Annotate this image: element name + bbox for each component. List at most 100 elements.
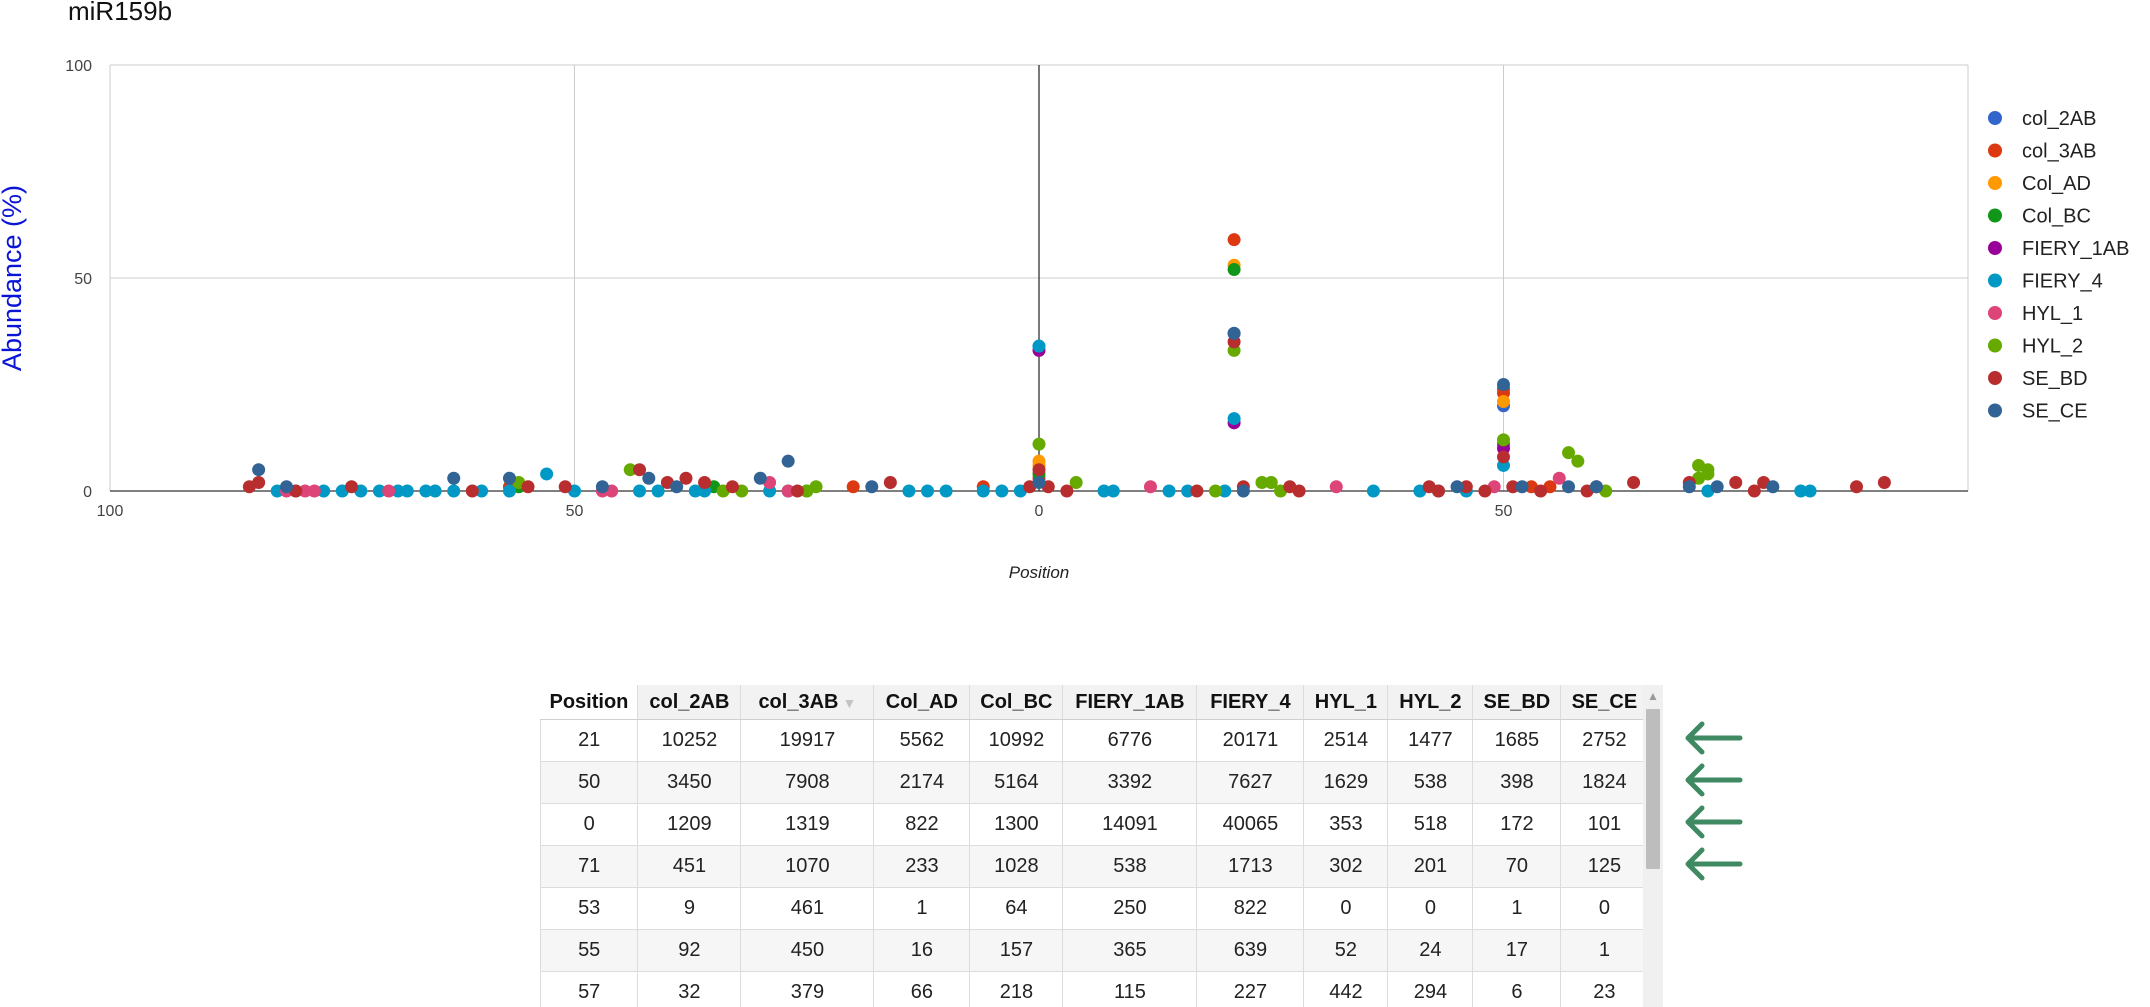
data-point-FIERY_4 xyxy=(1366,484,1380,498)
column-header-HYL_2[interactable]: HYL_2 xyxy=(1387,685,1474,720)
scrollbar-thumb[interactable] xyxy=(1646,709,1660,869)
column-header-FIERY_1AB[interactable]: FIERY_1AB xyxy=(1062,685,1198,720)
data-point-SE_BD xyxy=(1292,484,1306,498)
table-cell-Col_BC: 10992 xyxy=(969,719,1064,762)
column-header-HYL_1[interactable]: HYL_1 xyxy=(1303,685,1389,720)
table-cell-col_2AB: 3450 xyxy=(637,761,742,804)
data-point-SE_BD xyxy=(883,475,897,489)
data-point-FIERY_4 xyxy=(400,484,414,498)
data-point-HYL_2 xyxy=(1701,467,1715,481)
table-cell-Col_AD: 66 xyxy=(873,971,971,1007)
data-point-SE_CE xyxy=(1515,480,1529,494)
data-point-FIERY_4 xyxy=(939,484,953,498)
table-cell-SE_BD: 6 xyxy=(1472,971,1562,1007)
table-scrollbar[interactable]: ▲ xyxy=(1643,685,1663,1007)
column-header-FIERY_4[interactable]: FIERY_4 xyxy=(1196,685,1305,720)
column-header-SE_BD[interactable]: SE_BD xyxy=(1472,685,1562,720)
table-cell-FIERY_4: 639 xyxy=(1196,929,1305,972)
table-cell-col_3AB: 379 xyxy=(740,971,875,1007)
table-cell-col_2AB: 451 xyxy=(637,845,742,888)
table-cell-FIERY_1AB: 14091 xyxy=(1062,803,1198,846)
x-axis-label: Position xyxy=(1009,563,1069,582)
legend-label-SE_BD: SE_BD xyxy=(2022,368,2088,390)
table-cell-SE_BD: 172 xyxy=(1472,803,1562,846)
table-cell-col_2AB: 92 xyxy=(637,929,742,972)
data-point-FIERY_4 xyxy=(372,484,386,498)
column-header-label: HYL_2 xyxy=(1399,690,1462,713)
data-point-SE_BD xyxy=(521,480,535,494)
table-cell-FIERY_4: 40065 xyxy=(1196,803,1305,846)
legend-marker-col_3AB xyxy=(1988,143,2002,158)
table-cell-Col_BC: 157 xyxy=(969,929,1064,972)
legend-marker-FIERY_4 xyxy=(1988,273,2002,288)
data-point-SE_CE xyxy=(753,471,767,485)
data-point-SE_CE xyxy=(502,471,516,485)
data-point-HYL_2 xyxy=(1497,433,1510,447)
legend-label-SE_CE: SE_CE xyxy=(2022,401,2088,423)
data-point-SE_CE xyxy=(1766,480,1780,494)
table-row[interactable]: 55 92 450 16 157 365 639 52 24 17 1 xyxy=(540,929,1649,972)
column-header-SE_CE[interactable]: SE_CE xyxy=(1560,685,1649,720)
data-point-SE_CE xyxy=(447,471,461,485)
data-point-SE_BD xyxy=(725,480,739,494)
column-header-Col_AD[interactable]: Col_AD xyxy=(873,685,971,720)
table-cell-HYL_2: 1477 xyxy=(1387,719,1474,762)
table-cell-col_2AB: 9 xyxy=(637,887,742,930)
table-cell-SE_BD: 1685 xyxy=(1472,719,1562,762)
data-point-FIERY_4 xyxy=(1106,484,1120,498)
data-point-FIERY_4 xyxy=(317,484,331,498)
table-row[interactable]: 57 32 379 66 218 115 227 442 294 6 23 xyxy=(540,971,1649,1007)
table-cell-Col_AD: 5562 xyxy=(873,719,971,762)
data-point-HYL_1 xyxy=(1143,480,1157,494)
table-row[interactable]: 0 1209 1319 822 1300 14091 40065 353 518 172 101 xyxy=(540,803,1649,846)
table-cell-HYL_2: 538 xyxy=(1387,761,1474,804)
data-point-SE_BD xyxy=(1060,484,1074,498)
legend-marker-SE_BD xyxy=(1988,371,2002,385)
data-point-FIERY_4 xyxy=(921,484,935,498)
data-point-HYL_2 xyxy=(1069,475,1083,489)
table-row[interactable]: 71 451 1070 233 1028 538 1713 302 201 70 125 xyxy=(540,845,1649,888)
table-row[interactable]: 21 10252 19917 5562 10992 6776 20171 2514 1477 16… xyxy=(540,719,1649,762)
data-point-FIERY_4 xyxy=(1218,484,1232,498)
data-point-FIERY_4 xyxy=(633,484,647,498)
sort-descending-icon[interactable]: ▼ xyxy=(842,694,857,711)
data-point-SE_CE xyxy=(252,463,266,477)
data-table-container: Position col_2AB col_3AB ▼ Col_AD Col_BC FIERY… xyxy=(540,685,1662,1007)
data-point-SE_BD xyxy=(633,463,647,477)
table-cell-HYL_1: 0 xyxy=(1303,887,1389,930)
y-axis-label: Abundance (%) xyxy=(0,185,27,371)
legend-label-HYL_1: HYL_1 xyxy=(2022,303,2083,325)
table-cell-col_3AB: 1070 xyxy=(740,845,875,888)
table-cell-Col_AD: 233 xyxy=(873,845,971,888)
data-point-FIERY_4 xyxy=(1227,412,1241,426)
column-header-label: Col_BC xyxy=(980,690,1053,713)
y-tick-label: 50 xyxy=(74,271,92,288)
table-cell-FIERY_1AB: 365 xyxy=(1062,929,1198,972)
data-point-SE_BD xyxy=(698,475,712,489)
table-cell-Position: 57 xyxy=(540,971,639,1007)
column-header-col_2AB[interactable]: col_2AB xyxy=(637,685,742,720)
data-point-HYL_1 xyxy=(1552,471,1566,485)
table-cell-Col_AD: 16 xyxy=(873,929,971,972)
left-arrow-icon xyxy=(1685,763,1743,797)
table-cell-col_2AB: 1209 xyxy=(637,803,742,846)
data-point-SE_CE xyxy=(1710,480,1724,494)
column-header-Col_BC[interactable]: Col_BC xyxy=(969,685,1064,720)
axis-layer: 100 50 0 100 50 0 50 Position Abundance (%) xyxy=(0,58,1968,582)
column-header-col_3AB[interactable]: col_3AB ▼ xyxy=(740,685,875,720)
data-point-SE_BD xyxy=(1032,463,1046,477)
data-point-SE_CE xyxy=(1236,484,1250,498)
column-header-Position[interactable]: Position xyxy=(540,685,639,720)
legend-label-Col_AD: Col_AD xyxy=(2022,173,2091,195)
left-arrow-icon xyxy=(1685,805,1743,839)
table-cell-FIERY_4: 1713 xyxy=(1196,845,1305,888)
data-point-SE_BD xyxy=(1478,484,1492,498)
data-point-SE_CE xyxy=(280,480,294,494)
table-row[interactable]: 50 3450 7908 2174 5164 3392 7627 1629 538 398 1824 xyxy=(540,761,1649,804)
data-point-SE_BD xyxy=(679,471,693,485)
legend-marker-HYL_2 xyxy=(1988,338,2002,353)
scroll-up-arrow-icon[interactable]: ▲ xyxy=(1647,689,1659,703)
left-arrow-icon xyxy=(1685,847,1743,881)
table-cell-SE_CE: 23 xyxy=(1560,971,1649,1007)
table-row[interactable]: 53 9 461 1 64 250 822 0 0 1 0 xyxy=(540,887,1649,930)
